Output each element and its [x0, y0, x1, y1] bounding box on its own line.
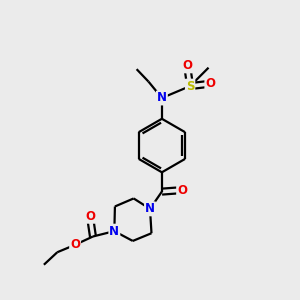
Text: N: N — [145, 202, 155, 215]
Text: S: S — [186, 80, 194, 93]
Text: O: O — [205, 77, 215, 90]
Text: O: O — [182, 59, 192, 72]
Text: O: O — [85, 210, 95, 223]
Text: N: N — [109, 225, 119, 238]
Text: O: O — [70, 238, 80, 251]
Text: O: O — [177, 184, 187, 196]
Text: N: N — [157, 92, 167, 104]
